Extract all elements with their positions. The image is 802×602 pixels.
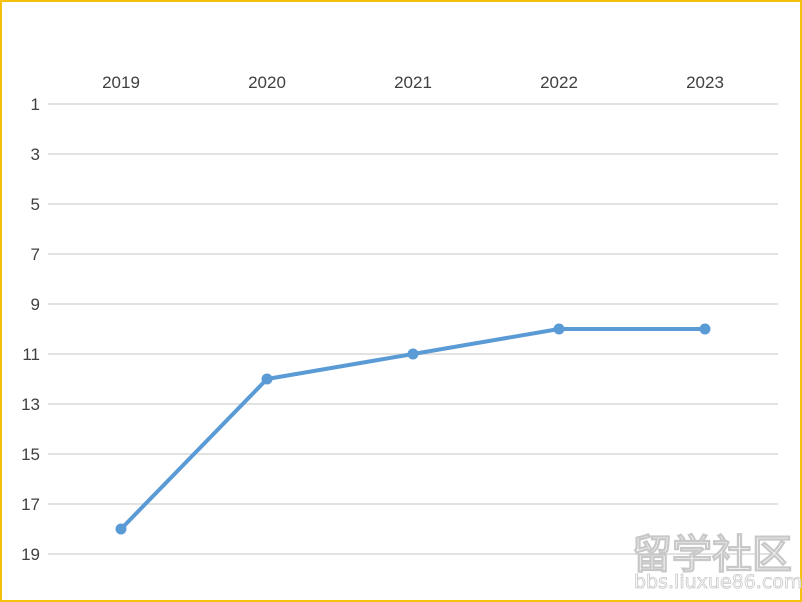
x-tick-label: 2023 <box>686 73 724 92</box>
data-point <box>407 348 419 360</box>
data-point <box>115 523 127 535</box>
data-point <box>261 373 273 385</box>
y-tick-label: 3 <box>31 145 40 164</box>
data-point <box>553 323 565 335</box>
y-tick-label: 11 <box>22 345 40 364</box>
grid-lines <box>48 103 778 555</box>
x-tick-label: 2021 <box>394 73 432 92</box>
x-tick-label: 2022 <box>540 73 578 92</box>
y-tick-label: 5 <box>31 195 40 214</box>
y-tick-label: 9 <box>31 295 40 314</box>
series-group <box>115 323 711 535</box>
y-tick-label: 7 <box>31 245 40 264</box>
watermark-main-text: 留学社区 <box>632 532 792 578</box>
watermark-url-text: bbs.liuxue86.com <box>634 571 802 593</box>
y-tick-label: 13 <box>21 395 40 414</box>
x-tick-label: 2020 <box>248 73 286 92</box>
y-tick-label: 1 <box>31 95 40 114</box>
y-tick-label: 19 <box>21 545 40 564</box>
data-point <box>699 323 711 335</box>
y-tick-label: 17 <box>21 495 40 514</box>
x-axis-tick-labels: 2019 2020 2021 2022 2023 <box>102 73 724 92</box>
y-tick-label: 15 <box>21 445 40 464</box>
watermark-logo: 留学社区 bbs.liuxue86.com <box>632 532 802 594</box>
x-tick-label: 2019 <box>102 73 140 92</box>
